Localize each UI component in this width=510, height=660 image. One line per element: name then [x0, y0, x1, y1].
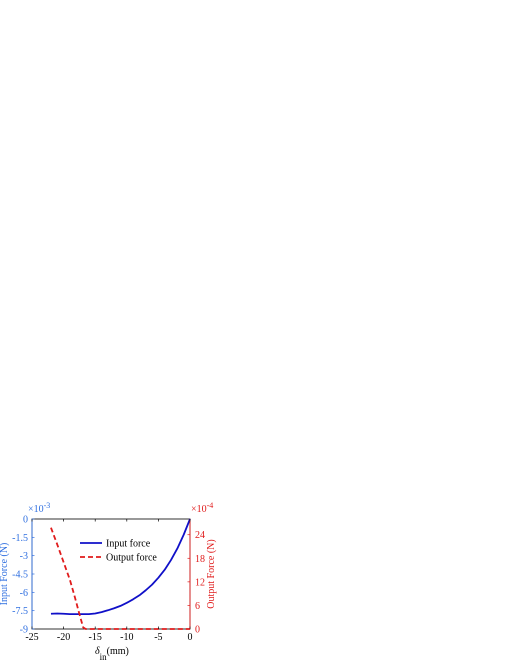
left-y-tick-label: -1.5 — [12, 533, 28, 544]
x-axis-label: δin(mm) — [95, 646, 129, 660]
left-axis-exponent: ×10-3 — [28, 501, 50, 515]
x-tick-label: -20 — [57, 632, 70, 643]
legend: Input force Output force — [80, 539, 157, 564]
right-y-tick-label: 18 — [195, 554, 205, 565]
x-tick-label: -5 — [154, 632, 162, 643]
left-y-tick-label: -4.5 — [12, 570, 28, 581]
left-y-tick-label: -6 — [20, 588, 28, 599]
x-tick-label: -25 — [25, 632, 38, 643]
legend-label: Output force — [106, 553, 157, 564]
right-axis-label: Output Force (N) — [206, 539, 217, 608]
x-tick-label: 0 — [188, 632, 193, 643]
plot-area — [31, 518, 191, 630]
right-axis-exponent: ×10-4 — [191, 501, 213, 515]
left-y-tick-label: -7.5 — [12, 606, 28, 617]
legend-label: Input force — [106, 539, 151, 550]
left-y-tick-label: -9 — [20, 625, 28, 636]
right-y-tick-label: 12 — [195, 577, 205, 588]
left-y-tick-label: -3 — [20, 551, 28, 562]
plot-frame — [31, 518, 191, 630]
x-tick-label: -15 — [89, 632, 102, 643]
left-axis-label: Input Force (N) — [0, 543, 10, 606]
series-line-input-force — [50, 518, 191, 615]
right-y-tick-label: 0 — [195, 625, 200, 636]
left-y-tick-label: 0 — [23, 515, 28, 526]
series-layer — [50, 518, 191, 630]
right-y-tick-label: 24 — [195, 530, 205, 541]
right-y-tick-label: 6 — [195, 601, 200, 612]
x-tick-label: -10 — [120, 632, 133, 643]
axes-layer: -25 -20 -15 -10 -5 0 δin(mm) 0 -1.5 -3 -4.5 -6 -7.5 -… — [0, 501, 217, 660]
series-line-output-force — [50, 527, 190, 630]
